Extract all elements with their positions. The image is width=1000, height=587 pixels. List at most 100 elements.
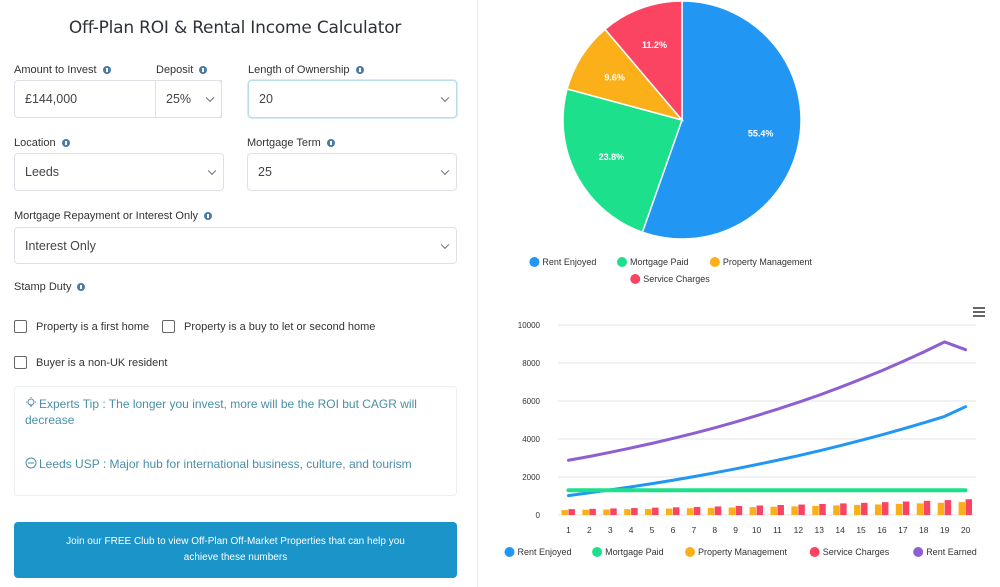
x-tick-label: 16 (877, 525, 887, 535)
location-select[interactable]: Leeds (14, 153, 224, 191)
bar[interactable] (937, 502, 945, 515)
info-icon[interactable] (204, 212, 213, 220)
pie-slice-mortgage-paid[interactable] (562, 88, 683, 234)
bar[interactable] (944, 500, 952, 515)
bar[interactable] (791, 506, 798, 515)
bar[interactable] (610, 508, 617, 515)
chart-menu-icon[interactable] (973, 307, 985, 317)
amount-label: Amount to Invest (14, 64, 111, 76)
pie-data-label: 23.8% (599, 152, 625, 162)
bar[interactable] (812, 505, 819, 515)
checkbox-box[interactable] (162, 320, 175, 333)
buy-to-let-checkbox[interactable]: Property is a buy to let or second home (162, 320, 375, 333)
bar[interactable] (707, 507, 715, 515)
line-legend-item[interactable]: Rent Enjoyed (504, 547, 572, 557)
pie-legend-item[interactable]: Service Charges (630, 274, 710, 284)
bar[interactable] (735, 505, 743, 515)
bar[interactable] (881, 502, 889, 515)
chevron-down-icon (440, 240, 450, 249)
location-label: Location (14, 137, 70, 149)
info-icon[interactable] (199, 66, 208, 74)
length-select[interactable]: 20 (248, 80, 457, 118)
bar[interactable] (902, 501, 910, 515)
bar[interactable] (665, 508, 673, 515)
bar[interactable] (603, 509, 610, 515)
bar[interactable] (582, 509, 589, 515)
chevron-down-icon (440, 93, 450, 103)
bar[interactable] (624, 509, 631, 515)
pie-legend-item[interactable]: Rent Enjoyed (529, 257, 596, 267)
bar[interactable] (672, 507, 680, 515)
y-tick-label: 8000 (522, 359, 540, 368)
legend-marker (630, 274, 641, 284)
line-legend-item[interactable]: Rent Earned (913, 547, 977, 557)
bar[interactable] (652, 507, 659, 515)
bar[interactable] (874, 504, 882, 515)
join-club-button[interactable]: Join our FREE Club to view Off-Plan Off-… (14, 522, 457, 578)
bar[interactable] (819, 503, 826, 515)
series-line-rent-enjoyed[interactable] (566, 405, 968, 498)
deposit-select[interactable]: 25% (155, 80, 222, 118)
legend-marker (617, 257, 627, 267)
x-tick-label: 2 (587, 525, 592, 535)
bar[interactable] (693, 506, 701, 515)
bar[interactable] (714, 506, 722, 515)
checkbox-box[interactable] (14, 320, 27, 333)
y-tick-label: 4000 (522, 435, 540, 444)
line-legend-item[interactable]: Service Charges (809, 547, 890, 557)
bar[interactable] (631, 508, 638, 515)
line-legend-label: Property Management (698, 547, 788, 557)
info-icon[interactable] (355, 66, 364, 74)
bar[interactable] (854, 504, 861, 515)
expert-tip: Experts Tip : The longer you invest, mor… (25, 397, 417, 427)
bar[interactable] (568, 509, 575, 515)
info-icon[interactable] (61, 139, 70, 147)
pie-legend-item[interactable]: Property Management (709, 257, 813, 267)
y-tick-label: 10000 (518, 321, 541, 330)
bar[interactable] (895, 503, 903, 515)
bar[interactable] (861, 502, 868, 515)
bar[interactable] (923, 500, 931, 515)
bar[interactable] (833, 505, 840, 515)
line-legend-label: Service Charges (823, 547, 890, 557)
y-tick-label: 0 (536, 511, 541, 520)
repayment-select[interactable]: Interest Only (14, 227, 457, 264)
info-icon[interactable] (326, 139, 335, 147)
bar[interactable] (645, 508, 652, 515)
mortgage-term-select[interactable]: 25 (247, 153, 457, 191)
bar[interactable] (749, 507, 757, 515)
non-uk-checkbox[interactable]: Buyer is a non-UK resident (14, 356, 167, 369)
bar[interactable] (958, 502, 966, 515)
bar[interactable] (589, 508, 596, 515)
bar[interactable] (770, 506, 777, 515)
bar[interactable] (798, 504, 805, 515)
x-tick-label: 5 (650, 525, 655, 535)
bar[interactable] (686, 508, 694, 515)
bar[interactable] (777, 505, 784, 515)
checkbox-box[interactable] (14, 356, 27, 369)
stamp-duty-label: Stamp Duty (14, 281, 86, 293)
legend-marker (592, 547, 603, 557)
info-icon[interactable] (102, 66, 111, 74)
series-line-rent-earned[interactable] (566, 340, 968, 462)
first-home-checkbox[interactable]: Property is a first home (14, 320, 149, 333)
bar[interactable] (756, 505, 764, 516)
bar[interactable] (916, 503, 924, 515)
bar[interactable] (561, 510, 568, 515)
legend-marker (685, 547, 695, 557)
chevron-down-icon (205, 93, 215, 103)
x-tick-label: 10 (752, 525, 762, 535)
deposit-label: Deposit (156, 64, 208, 76)
pie-legend-item[interactable]: Mortgage Paid (617, 257, 689, 267)
bar[interactable] (840, 503, 847, 515)
bar[interactable] (965, 499, 973, 515)
x-tick-label: 15 (856, 525, 866, 535)
pie-slice-service-charges[interactable] (603, 0, 683, 123)
bar[interactable] (728, 507, 736, 515)
calculator-panel: Off-Plan ROI & Rental Income Calculator … (0, 0, 478, 587)
line-legend-item[interactable]: Property Management (685, 547, 788, 557)
line-legend-item[interactable]: Mortgage Paid (592, 547, 664, 557)
pie-legend-label: Service Charges (643, 274, 710, 284)
info-icon[interactable] (77, 283, 86, 291)
